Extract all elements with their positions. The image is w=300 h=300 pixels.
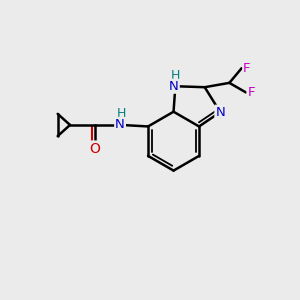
Text: N: N	[215, 106, 225, 118]
Text: O: O	[90, 142, 101, 155]
Text: H: H	[117, 107, 126, 120]
Text: H: H	[171, 68, 180, 82]
Text: N: N	[169, 80, 179, 93]
Text: F: F	[243, 62, 251, 75]
Text: N: N	[115, 118, 125, 131]
Text: F: F	[248, 86, 255, 99]
